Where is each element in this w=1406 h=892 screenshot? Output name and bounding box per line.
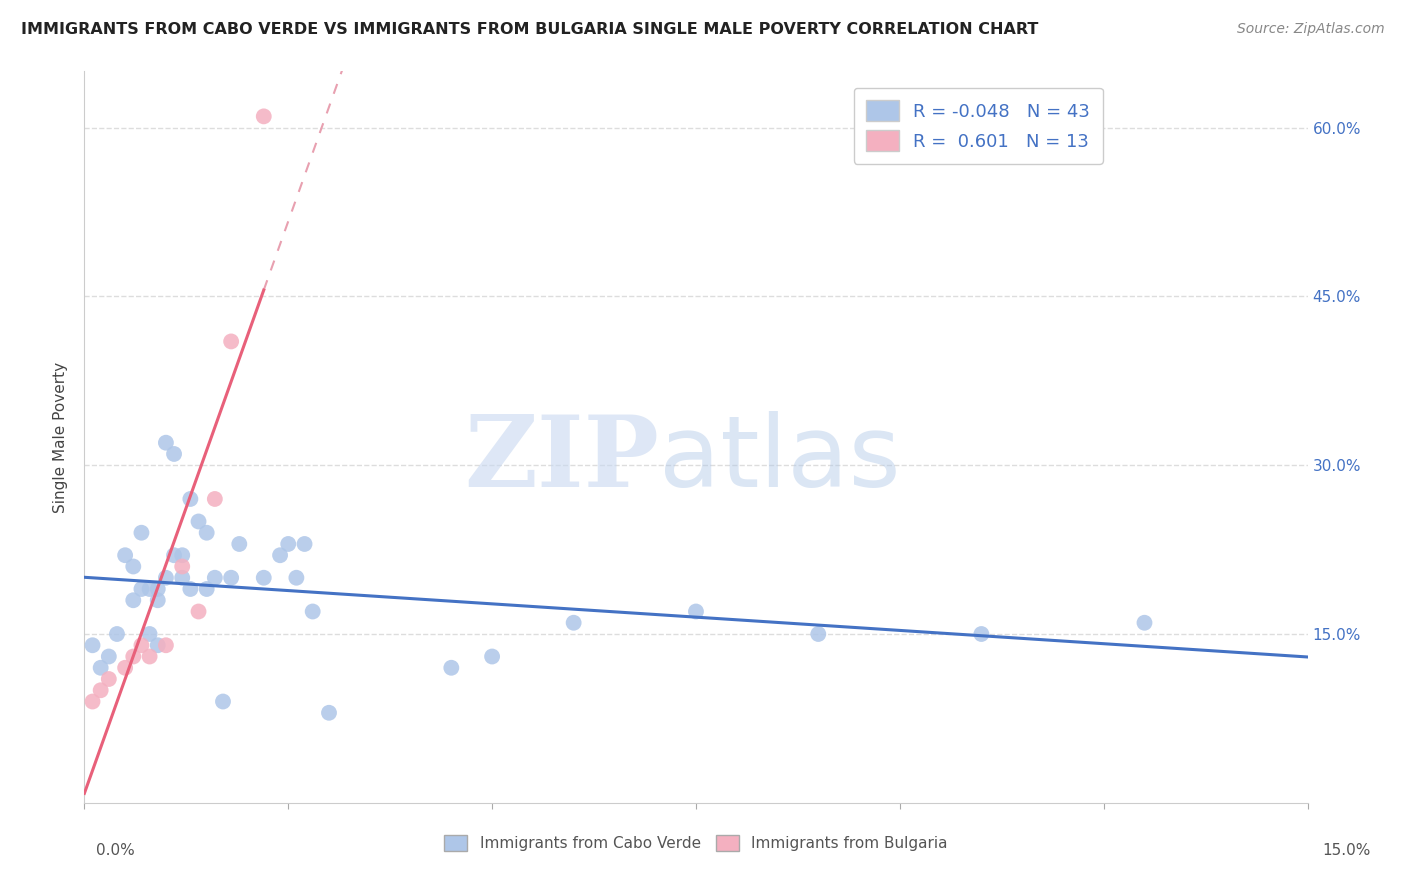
Point — [146, 582, 169, 596]
Point — [219, 571, 242, 585]
Point — [179, 582, 201, 596]
Point — [253, 571, 276, 585]
Text: IMMIGRANTS FROM CABO VERDE VS IMMIGRANTS FROM BULGARIA SINGLE MALE POVERTY CORRE: IMMIGRANTS FROM CABO VERDE VS IMMIGRANTS… — [21, 22, 1039, 37]
Point — [269, 548, 291, 562]
Point — [146, 638, 169, 652]
Point — [163, 447, 186, 461]
Point — [187, 605, 209, 619]
Point — [155, 638, 177, 652]
Legend: Immigrants from Cabo Verde, Immigrants from Bulgaria: Immigrants from Cabo Verde, Immigrants f… — [439, 830, 953, 857]
Point — [172, 571, 194, 585]
Point — [195, 582, 218, 596]
Point — [138, 627, 160, 641]
Point — [294, 537, 316, 551]
Point — [122, 593, 145, 607]
Point — [204, 571, 226, 585]
Point — [122, 649, 145, 664]
Point — [82, 694, 104, 708]
Point — [138, 582, 160, 596]
Point — [131, 582, 153, 596]
Point — [155, 435, 177, 450]
Text: 0.0%: 0.0% — [96, 843, 135, 858]
Point — [122, 559, 145, 574]
Point — [481, 649, 503, 664]
Point — [146, 593, 169, 607]
Point — [195, 525, 218, 540]
Point — [562, 615, 585, 630]
Text: Source: ZipAtlas.com: Source: ZipAtlas.com — [1237, 22, 1385, 37]
Text: atlas: atlas — [659, 410, 901, 508]
Point — [228, 537, 250, 551]
Point — [163, 548, 186, 562]
Point — [685, 605, 707, 619]
Point — [285, 571, 308, 585]
Point — [90, 683, 112, 698]
Point — [90, 661, 112, 675]
Point — [204, 491, 226, 506]
Point — [155, 571, 177, 585]
Point — [301, 605, 323, 619]
Point — [172, 559, 194, 574]
Text: ZIP: ZIP — [464, 410, 659, 508]
Point — [179, 491, 201, 506]
Point — [187, 515, 209, 529]
Point — [138, 649, 160, 664]
Point — [97, 672, 120, 686]
Point — [212, 694, 235, 708]
Text: 15.0%: 15.0% — [1323, 843, 1371, 858]
Point — [131, 638, 153, 652]
Point — [253, 109, 276, 123]
Point — [114, 661, 136, 675]
Point — [82, 638, 104, 652]
Point — [1133, 615, 1156, 630]
Point — [114, 548, 136, 562]
Point — [131, 525, 153, 540]
Point — [105, 627, 128, 641]
Point — [807, 627, 830, 641]
Y-axis label: Single Male Poverty: Single Male Poverty — [53, 361, 69, 513]
Point — [277, 537, 299, 551]
Point — [172, 548, 194, 562]
Point — [440, 661, 463, 675]
Point — [97, 649, 120, 664]
Point — [970, 627, 993, 641]
Point — [219, 334, 242, 349]
Point — [318, 706, 340, 720]
